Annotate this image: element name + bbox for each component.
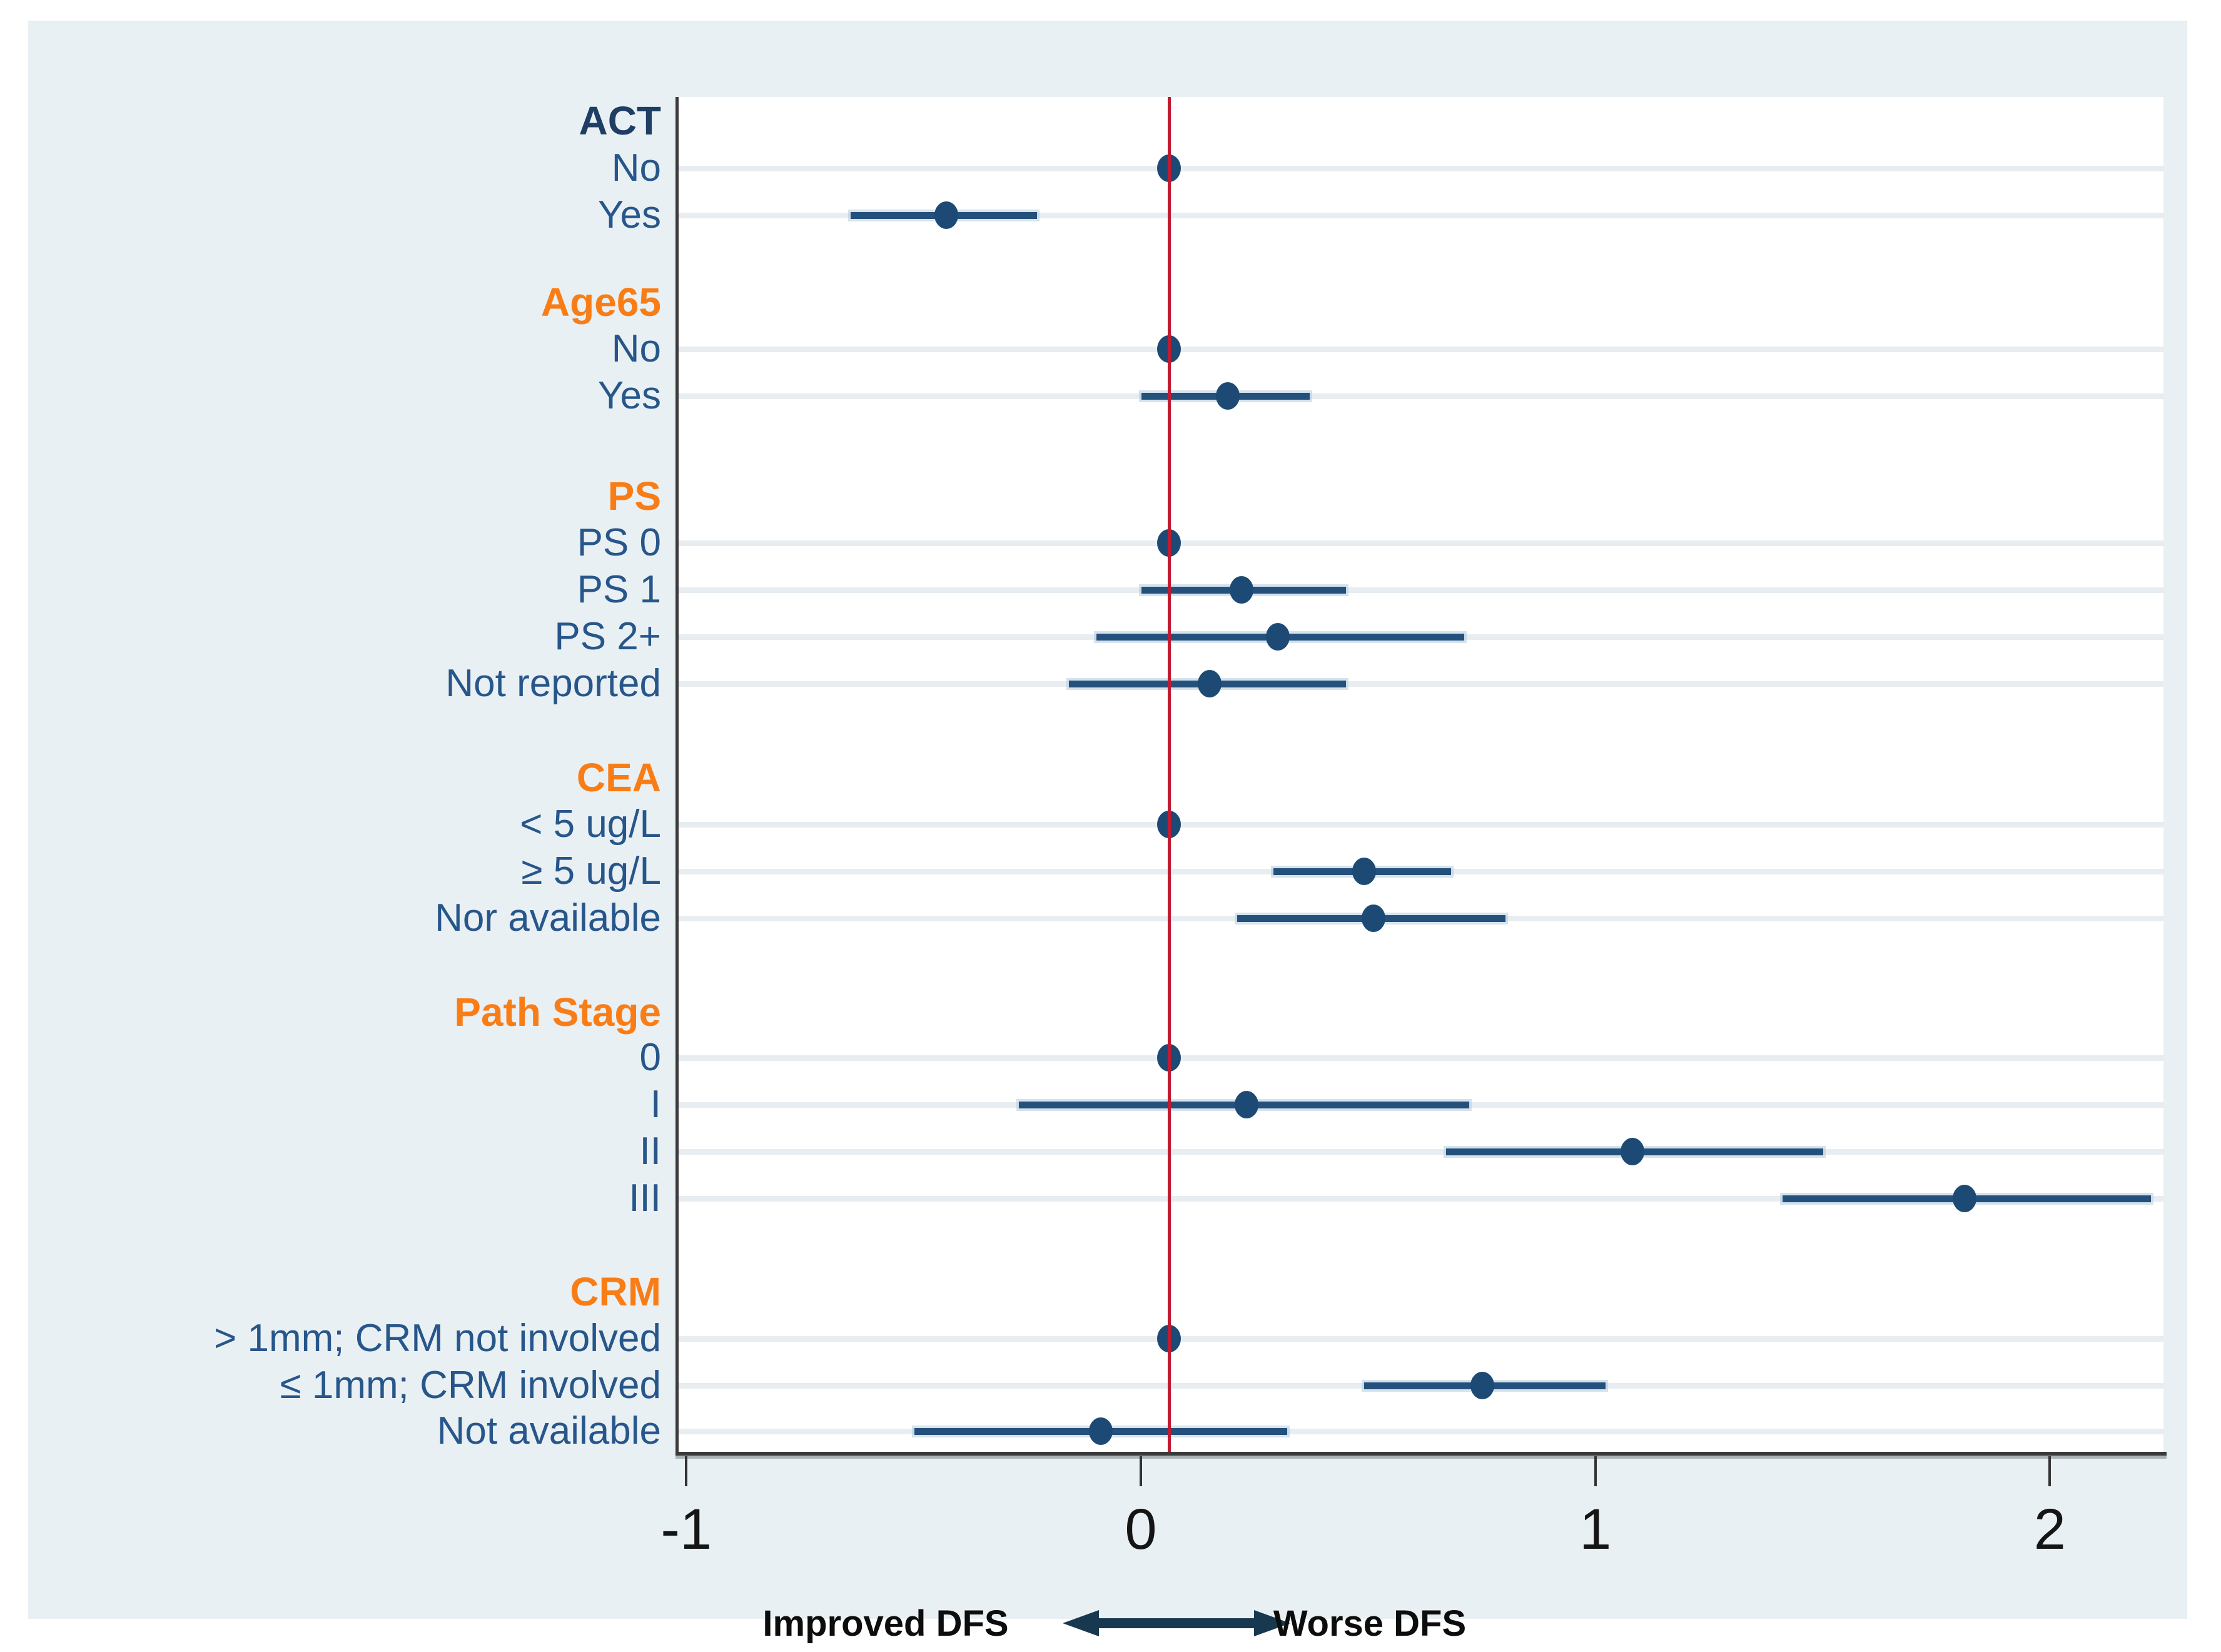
x-axis-tick-label: 2 xyxy=(2033,1497,2066,1561)
point-estimate-marker xyxy=(1266,623,1290,651)
point-estimate-marker xyxy=(1088,1417,1113,1445)
point-estimate-marker xyxy=(1352,858,1377,885)
point-estimate-marker xyxy=(934,201,958,229)
group-header-cea: CEA xyxy=(576,755,661,800)
x-axis-tick-label: 0 xyxy=(1125,1497,1157,1561)
row-label: II xyxy=(639,1130,661,1173)
group-header-path-stage: Path Stage xyxy=(454,990,661,1035)
direction-arrow-icon xyxy=(1059,1607,1294,1639)
row-label: < 5 ug/L xyxy=(520,803,661,846)
x-axis-tick xyxy=(1594,1456,1597,1486)
y-axis-line xyxy=(675,97,679,1452)
x-axis-tick xyxy=(2048,1456,2052,1486)
chart-panel: ACT No Yes Age65 No Yes PS PS 0 PS 1 PS 2+ Not rep… xyxy=(28,21,2187,1644)
gridline xyxy=(679,1336,2163,1342)
point-estimate-marker xyxy=(1362,905,1385,932)
improved-dfs-label: Improved DFS xyxy=(762,1603,1009,1644)
point-estimate-marker xyxy=(1216,382,1240,410)
group-header-act: ACT xyxy=(579,98,661,143)
point-estimate-marker xyxy=(1621,1138,1645,1165)
row-label: > 1mm; CRM not involved xyxy=(214,1317,661,1360)
gridline xyxy=(679,1149,2163,1155)
row-label: No xyxy=(611,146,661,190)
gridline xyxy=(679,213,2163,218)
row-label: ≥ 5 ug/L xyxy=(521,849,661,893)
gridline xyxy=(679,540,2163,546)
gridline xyxy=(679,587,2163,593)
point-estimate-marker xyxy=(1952,1185,1976,1212)
gridline xyxy=(679,1429,2163,1434)
row-label: Not available xyxy=(437,1409,661,1452)
row-label: 0 xyxy=(639,1036,661,1079)
gridline xyxy=(679,166,2163,171)
plot-area xyxy=(675,97,2167,1456)
row-label: Not reported xyxy=(445,662,661,705)
row-label: III xyxy=(629,1177,661,1220)
row-label: Yes xyxy=(597,193,661,236)
row-label: Yes xyxy=(597,374,661,417)
point-estimate-marker xyxy=(1234,1091,1258,1118)
gridline xyxy=(679,681,2163,687)
point-estimate-marker xyxy=(1470,1372,1495,1399)
point-estimate-marker xyxy=(1198,670,1222,697)
gridline xyxy=(679,347,2163,352)
gridline xyxy=(679,1055,2163,1061)
x-axis-tick-label: 1 xyxy=(1579,1497,1612,1561)
gridline xyxy=(679,1196,2163,1202)
row-label: PS 2+ xyxy=(554,615,661,658)
row-label: Nor available xyxy=(435,896,661,940)
row-label: PS 0 xyxy=(577,521,661,564)
row-label: PS 1 xyxy=(577,568,661,611)
group-header-crm: CRM xyxy=(570,1269,661,1314)
group-header-ps: PS xyxy=(607,474,661,519)
row-label: No xyxy=(611,327,661,370)
point-estimate-marker xyxy=(1230,576,1254,604)
x-axis-tick xyxy=(685,1456,688,1486)
row-label: ≤ 1mm; CRM involved xyxy=(280,1364,661,1407)
x-axis-tick xyxy=(1140,1456,1142,1486)
gridline xyxy=(679,822,2163,828)
x-axis-tick-label: -1 xyxy=(660,1497,712,1561)
zero-reference-line xyxy=(1168,97,1171,1452)
row-label: I xyxy=(650,1083,661,1126)
gridline xyxy=(679,393,2163,399)
group-header-age65: Age65 xyxy=(540,280,661,325)
x-axis-line xyxy=(675,1452,2167,1456)
worse-dfs-label: Worse DFS xyxy=(1273,1603,1467,1644)
